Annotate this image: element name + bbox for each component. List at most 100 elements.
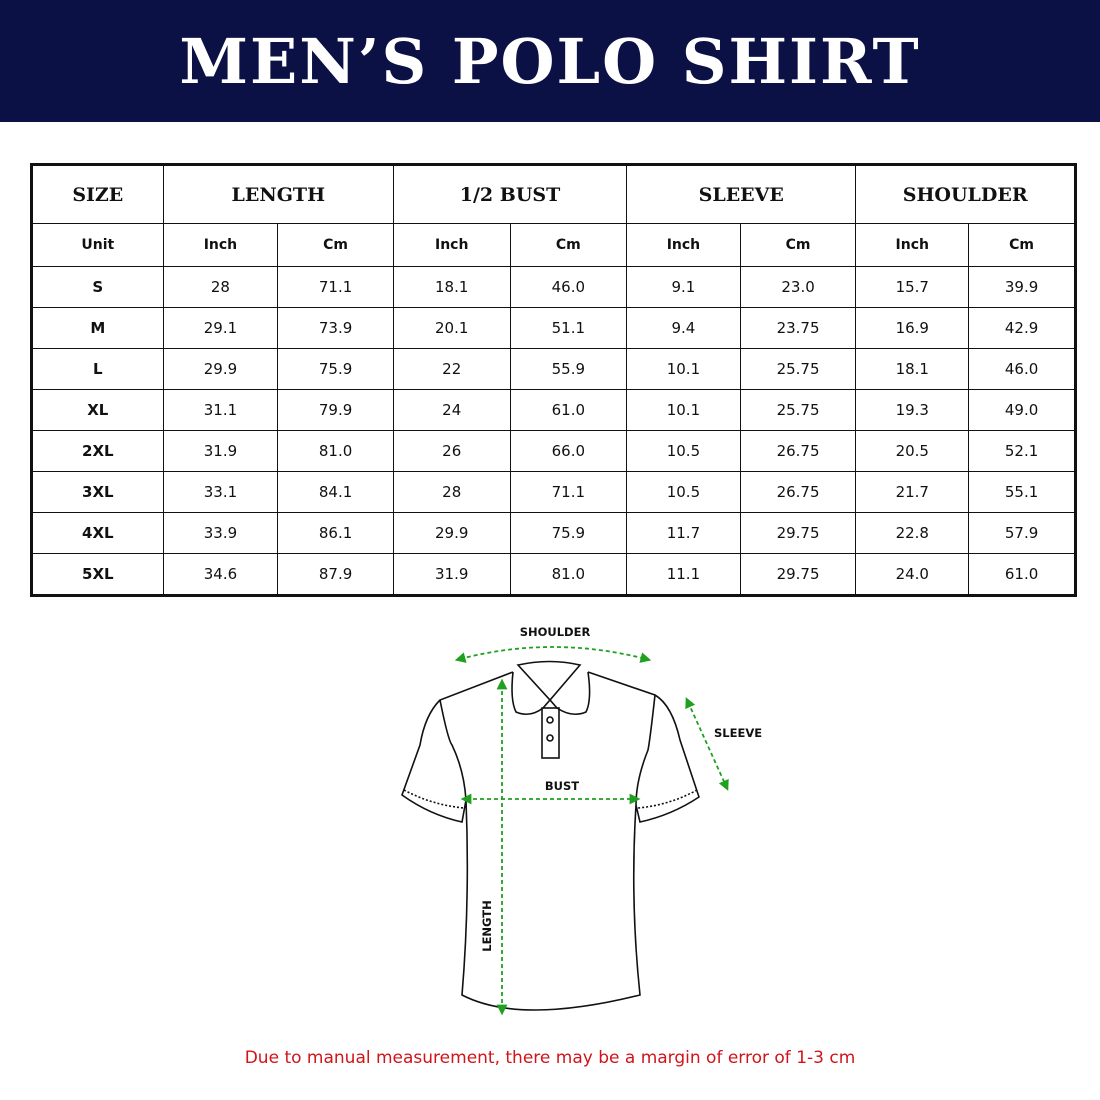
size-cell: L	[31, 348, 164, 390]
measurement-cell: 24.0	[855, 553, 970, 596]
measurement-cell: 26	[392, 430, 511, 472]
measurement-cell: 10.5	[626, 471, 741, 513]
measurement-cell: 75.9	[509, 512, 628, 554]
measurement-cell: 57.9	[968, 512, 1076, 554]
measurement-cell: 46.0	[509, 266, 628, 308]
measurement-cell: 29.1	[162, 307, 279, 349]
measurement-cell: 71.1	[509, 471, 628, 513]
measurement-cell: 34.6	[162, 553, 279, 596]
measurement-cell: 46.0	[968, 348, 1076, 390]
measurement-cell: 33.1	[162, 471, 279, 513]
unit-cell: Inch	[392, 223, 511, 267]
table-row: XL 31.1 79.9 24 61.0 10.1 25.75 19.3 49.0	[31, 389, 1076, 431]
length-label: LENGTH	[480, 900, 494, 952]
measurement-cell: 52.1	[968, 430, 1076, 472]
header-shoulder: SHOULDER	[855, 164, 1076, 224]
size-cell: 4XL	[31, 512, 164, 554]
measurement-cell: 66.0	[509, 430, 628, 472]
table-row: S 28 71.1 18.1 46.0 9.1 23.0 15.7 39.9	[31, 266, 1076, 308]
unit-cell: Cm	[277, 223, 394, 267]
measurement-cell: 26.75	[739, 471, 857, 513]
measurement-cell: 28	[392, 471, 511, 513]
measurement-cell: 55.9	[509, 348, 628, 390]
table-row: 2XL 31.9 81.0 26 66.0 10.5 26.75 20.5 52.1	[31, 430, 1076, 472]
measurement-cell: 24	[392, 389, 511, 431]
unit-row: Unit Inch Cm Inch Cm Inch Cm Inch Cm	[31, 223, 1076, 267]
measurement-cell: 84.1	[277, 471, 394, 513]
measurement-cell: 9.1	[626, 266, 741, 308]
measurement-cell: 29.75	[739, 553, 857, 596]
measurement-cell: 75.9	[277, 348, 394, 390]
measurement-cell: 61.0	[509, 389, 628, 431]
table-row: M 29.1 73.9 20.1 51.1 9.4 23.75 16.9 42.9	[31, 307, 1076, 349]
measurement-cell: 31.1	[162, 389, 279, 431]
header-bust: 1/2 BUST	[392, 164, 628, 224]
measurement-arrows	[454, 646, 729, 1016]
measurement-cell: 29.9	[392, 512, 511, 554]
size-cell: S	[31, 266, 164, 308]
measurement-cell: 23.75	[739, 307, 857, 349]
measurement-cell: 33.9	[162, 512, 279, 554]
measurement-cell: 49.0	[968, 389, 1076, 431]
measurement-cell: 11.1	[626, 553, 741, 596]
unit-cell: Cm	[968, 223, 1076, 267]
unit-cell: Inch	[626, 223, 741, 267]
header-length: LENGTH	[162, 164, 394, 224]
measurement-cell: 11.7	[626, 512, 741, 554]
measurement-cell: 18.1	[392, 266, 511, 308]
table-row: 5XL 34.6 87.9 31.9 81.0 11.1 29.75 24.0 61.0	[31, 553, 1076, 596]
measurement-cell: 21.7	[855, 471, 970, 513]
measurement-cell: 86.1	[277, 512, 394, 554]
shoulder-label: SHOULDER	[520, 625, 591, 639]
size-cell: 5XL	[31, 553, 164, 596]
measurement-cell: 10.5	[626, 430, 741, 472]
header-sleeve: SLEEVE	[626, 164, 857, 224]
measurement-cell: 9.4	[626, 307, 741, 349]
measurement-cell: 10.1	[626, 348, 741, 390]
measurement-cell: 25.75	[739, 348, 857, 390]
size-cell: M	[31, 307, 164, 349]
measurement-cell: 16.9	[855, 307, 970, 349]
size-cell: 3XL	[31, 471, 164, 513]
header-row: SIZE LENGTH 1/2 BUST SLEEVE SHOULDER	[31, 164, 1076, 224]
measurement-cell: 22.8	[855, 512, 970, 554]
measurement-cell: 20.5	[855, 430, 970, 472]
measurement-note: Due to manual measurement, there may be …	[244, 1048, 856, 1068]
size-cell: 2XL	[31, 430, 164, 472]
header-size: SIZE	[31, 164, 164, 224]
polo-shirt-diagram: SHOULDER SLEEVE BUST LENGTH	[401, 625, 762, 1016]
measurement-cell: 23.0	[739, 266, 857, 308]
measurement-cell: 26.75	[739, 430, 857, 472]
measurement-cell: 51.1	[509, 307, 628, 349]
title-banner: MEN’S POLO SHIRT	[0, 0, 1100, 122]
measurement-cell: 87.9	[277, 553, 394, 596]
sleeve-label: SLEEVE	[714, 726, 762, 740]
measurement-cell: 39.9	[968, 266, 1076, 308]
shoulder-arrow	[454, 646, 652, 663]
measurement-cell: 29.9	[162, 348, 279, 390]
measurement-cell: 18.1	[855, 348, 970, 390]
measurement-cell: 10.1	[626, 389, 741, 431]
table-row: 3XL 33.1 84.1 28 71.1 10.5 26.75 21.7 55.1	[31, 471, 1076, 513]
measurement-cell: 31.9	[392, 553, 511, 596]
measurement-cell: 25.75	[739, 389, 857, 431]
bust-label: BUST	[545, 779, 579, 793]
measurement-cell: 29.75	[739, 512, 857, 554]
measurement-cell: 20.1	[392, 307, 511, 349]
measurement-cell: 79.9	[277, 389, 394, 431]
measurement-cell: 55.1	[968, 471, 1076, 513]
measurement-cell: 81.0	[509, 553, 628, 596]
shirt-outline	[401, 660, 700, 1011]
sleeve-arrow	[685, 697, 729, 791]
unit-cell: Inch	[855, 223, 970, 267]
measurement-cell: 22	[392, 348, 511, 390]
measurement-cell: 42.9	[968, 307, 1076, 349]
measurement-cell: 28	[162, 266, 279, 308]
unit-cell: Inch	[162, 223, 279, 267]
measurement-cell: 31.9	[162, 430, 279, 472]
size-chart-table: SIZE LENGTH 1/2 BUST SLEEVE SHOULDER Uni…	[30, 163, 1077, 597]
measurement-cell: 15.7	[855, 266, 970, 308]
measurement-cell: 71.1	[277, 266, 394, 308]
unit-label: Unit	[31, 223, 164, 267]
measurement-cell: 61.0	[968, 553, 1076, 596]
